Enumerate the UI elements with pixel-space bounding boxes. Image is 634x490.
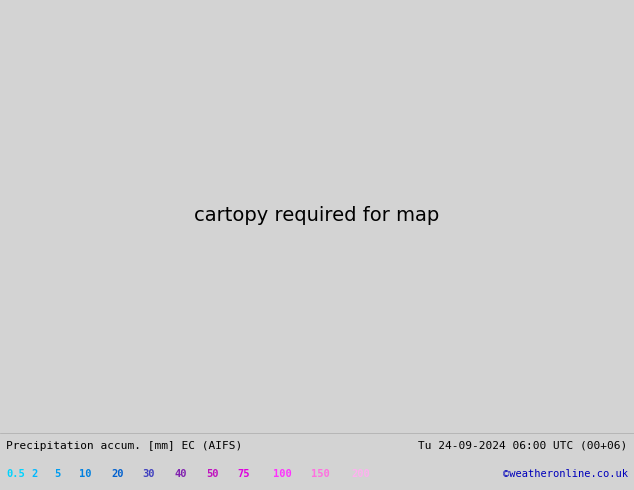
Text: 0.5: 0.5 <box>6 468 25 479</box>
Text: cartopy required for map: cartopy required for map <box>195 206 439 225</box>
Text: 75: 75 <box>238 468 250 479</box>
Text: 200: 200 <box>352 468 371 479</box>
Text: ©weatheronline.co.uk: ©weatheronline.co.uk <box>503 468 628 479</box>
Text: Tu 24-09-2024 06:00 UTC (00+06): Tu 24-09-2024 06:00 UTC (00+06) <box>418 441 628 451</box>
Text: 2: 2 <box>32 468 38 479</box>
Text: 30: 30 <box>143 468 155 479</box>
Text: 20: 20 <box>111 468 124 479</box>
Text: 5: 5 <box>54 468 60 479</box>
Text: 50: 50 <box>206 468 219 479</box>
Text: 100: 100 <box>273 468 292 479</box>
Text: 10: 10 <box>79 468 92 479</box>
Text: 40: 40 <box>174 468 187 479</box>
Text: Precipitation accum. [mm] EC (AIFS): Precipitation accum. [mm] EC (AIFS) <box>6 441 243 451</box>
Text: 150: 150 <box>311 468 330 479</box>
